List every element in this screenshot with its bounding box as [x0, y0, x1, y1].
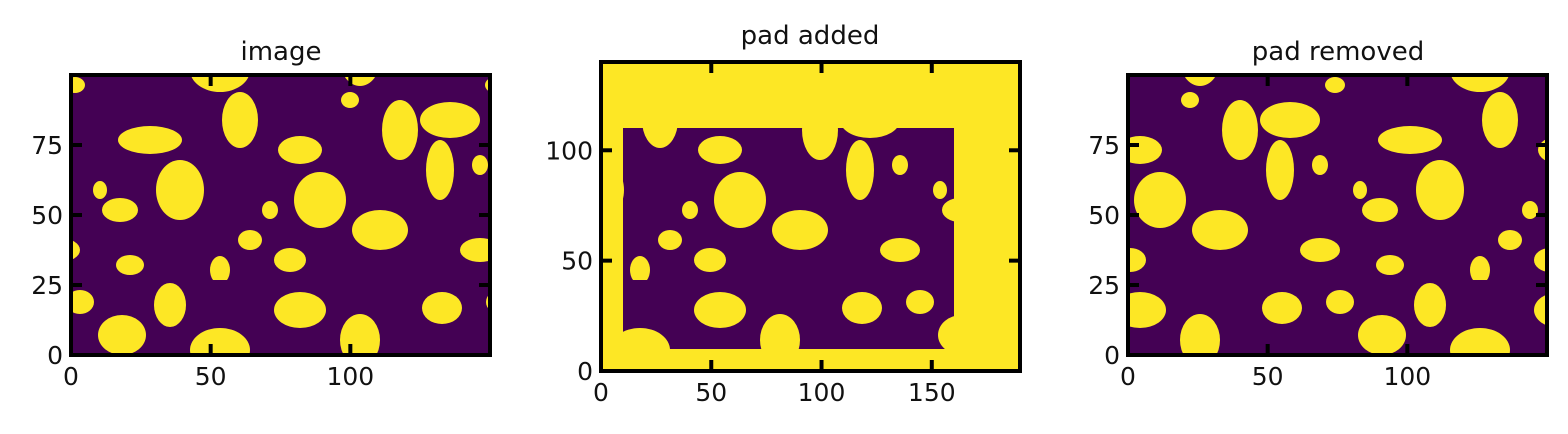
y-tick-label: 50 — [31, 201, 63, 230]
y-tick-label: 50 — [561, 247, 593, 276]
y-tick-label: 0 — [1104, 341, 1120, 370]
x-tick-label: 100 — [798, 378, 846, 407]
x-tick-label: 0 — [1120, 362, 1136, 391]
panel-pad-added: pad added 0 50 100 150 0 50 100 — [545, 21, 1020, 407]
heatmap-image — [1128, 75, 1547, 355]
y-tick-label: 25 — [31, 271, 63, 300]
panel-image: image 0 50 100 0 25 50 75 — [31, 37, 490, 391]
x-tick-label: 0 — [63, 362, 79, 391]
y-tick-label: 25 — [1088, 271, 1120, 300]
heatmap-image — [623, 128, 954, 349]
x-tick-label: 0 — [593, 378, 609, 407]
y-tick-label: 0 — [577, 357, 593, 386]
panel-pad-removed: pad removed 0 50 100 0 25 50 75 — [1088, 37, 1547, 391]
y-tick-label: 75 — [1088, 131, 1120, 160]
x-tick-label: 50 — [695, 378, 727, 407]
panel-title: image — [241, 37, 322, 67]
panel-title: pad added — [741, 21, 880, 51]
x-tick-label: 50 — [1252, 362, 1284, 391]
x-tick-label: 50 — [195, 362, 227, 391]
x-tick-label: 100 — [1383, 362, 1431, 391]
heatmap-image — [71, 75, 490, 355]
x-tick-label: 100 — [326, 362, 374, 391]
panel-title: pad removed — [1252, 37, 1424, 67]
y-tick-label: 75 — [31, 131, 63, 160]
y-tick-label: 50 — [1088, 201, 1120, 230]
y-tick-label: 100 — [545, 136, 593, 165]
x-tick-label: 150 — [908, 378, 956, 407]
y-tick-label: 0 — [47, 341, 63, 370]
